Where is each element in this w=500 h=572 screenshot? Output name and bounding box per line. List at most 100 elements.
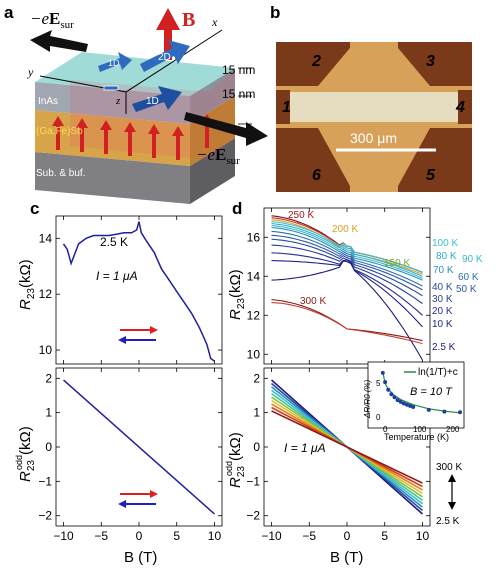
panel-d: d 250 K 200 K 150 K 300 K 100 K 80 K 90 … — [224, 199, 483, 566]
d-bot-ytick-label: −2 — [246, 509, 260, 523]
c-bot-xtick-label: 10 — [208, 529, 222, 543]
d-label-40K: 40 K — [432, 282, 453, 293]
inset-ylabel: ΔR/R0 (%) — [363, 379, 372, 419]
c-top-frame — [55, 215, 223, 365]
b-field-arrow — [156, 8, 180, 60]
d-bot-ytick-label: 1 — [253, 406, 260, 420]
c-bot-ytick-label: 2 — [45, 371, 52, 385]
c-top-sweep-arrows — [118, 326, 158, 344]
panel-b-label: b — [270, 3, 280, 22]
e-sur-arrow-right — [184, 112, 268, 146]
c-bot-ytick-label: 0 — [45, 440, 52, 454]
d-top-series-100K — [271, 221, 423, 273]
d-scale-bottom: 2.5 K — [436, 516, 460, 527]
inset-xtick-100: 100 — [413, 425, 427, 434]
c-xlabel: B (T) — [124, 549, 157, 566]
inset-xlabel: Temperature (K) — [384, 432, 449, 442]
d-bot-xtick-label: 10 — [416, 529, 430, 543]
inset-data-point — [458, 410, 462, 415]
inset-data-point — [404, 402, 409, 407]
d-top-series-50K — [271, 234, 423, 291]
panel-c: c 2.5 K I = 1 μA R23(kΩ) R23odd(kΩ) B (T… — [14, 199, 223, 566]
c-bot-xtick-label: −5 — [94, 529, 108, 543]
pad-3 — [398, 42, 472, 86]
c-top-ylabel: R23(kΩ) — [17, 259, 37, 310]
panel-b: b 1 2 3 4 5 6 300 μm — [270, 3, 472, 192]
d-top-series-40K — [271, 238, 423, 297]
d-top-ytick-label: 14 — [247, 269, 261, 283]
inset-legend: ln(1/T)+c — [418, 367, 458, 378]
b-field-label: B — [182, 9, 195, 31]
d-bot-xtick-label: −10 — [261, 529, 282, 543]
contact-6: 6 — [312, 167, 321, 184]
d-label-250K: 250 K — [288, 210, 314, 221]
d-label-150K: 150 K — [384, 258, 410, 269]
inset-data-point — [411, 405, 416, 410]
layer-sub-label: Sub. & buf. — [36, 168, 85, 179]
e-sur-arrow-left — [30, 30, 88, 52]
d-label-60K: 60 K — [458, 272, 479, 283]
contact-4: 4 — [455, 99, 465, 116]
inas-side — [190, 68, 235, 124]
c-bottom-sweep-arrows — [118, 490, 158, 508]
c-bot-ytick-label: −2 — [38, 509, 52, 523]
panel-d-label: d — [232, 199, 242, 218]
d-current-label: I = 1 μA — [284, 441, 326, 455]
d-label-200K: 200 K — [332, 224, 358, 235]
c-bot-ytick-label: 1 — [45, 406, 52, 420]
scale-bar-label: 300 μm — [350, 130, 397, 146]
d-inset: ΔR/R0 (%) Temperature (K) 5 0 0 100 200 … — [363, 361, 465, 442]
d-label-2.5K: 2.5 K — [432, 342, 456, 353]
substrate-front — [35, 152, 190, 204]
d-label-90K: 90 K — [462, 254, 483, 265]
pad-4 — [458, 90, 472, 124]
c-bottom-ylabel: R23odd(kΩ) — [14, 426, 37, 482]
inset-data-point — [392, 395, 397, 400]
c-current-label: I = 1 μA — [96, 269, 138, 283]
d-bot-ytick-label: 0 — [253, 440, 260, 454]
pad-1 — [276, 90, 290, 124]
d-label-80K: 80 K — [436, 251, 457, 262]
inset-xtick-200: 200 — [446, 425, 460, 434]
d-top-series-10K — [271, 260, 423, 328]
pad-2 — [276, 42, 350, 86]
d-label-70K: 70 K — [433, 265, 454, 276]
c-top-ytick-label: 14 — [39, 231, 53, 245]
x-axis — [125, 29, 223, 93]
magnetization-region — [70, 68, 235, 160]
d-top-series-300K-branch — [271, 302, 423, 345]
hall-bar — [290, 92, 458, 122]
d-top-ytick-label: 16 — [247, 230, 261, 244]
c-top-series-2.5K — [62, 221, 215, 362]
e-sur-label-left: −eEsur — [30, 9, 74, 31]
d-bot-ytick-label: −1 — [246, 474, 260, 488]
panel-a: a B x y z — [4, 3, 268, 204]
c-bot-xtick-label: 0 — [136, 529, 143, 543]
inset-field: B = 10 T — [410, 386, 453, 398]
d-label-100K: 100 K — [432, 238, 458, 249]
c-bottom-series-2.5K — [63, 379, 215, 515]
panel-a-label: a — [4, 3, 14, 22]
d-top-series-70K — [271, 226, 423, 281]
gafesb-side — [190, 96, 235, 166]
top-surface — [35, 52, 235, 96]
d-bottom-ylabel: R23odd(kΩ) — [224, 432, 247, 488]
inset-data-point — [408, 403, 413, 408]
d-label-30K: 30 K — [432, 294, 453, 305]
inset-fit-line — [382, 371, 461, 414]
d-top-ylabel: R23(kΩ) — [227, 269, 247, 320]
d-xlabel: B (T) — [330, 549, 363, 566]
d-scale-top: 300 K — [436, 462, 462, 473]
e-sur-label-right: −eEsur — [196, 145, 240, 167]
d-bot-ytick-label: 2 — [253, 371, 260, 385]
c-top-ytick-label: 12 — [39, 287, 53, 301]
thickness-bottom: 15 nm — [222, 87, 255, 101]
d-top-series-80K — [271, 223, 423, 277]
contact-1: 1 — [282, 99, 291, 116]
small-blue-marker — [103, 85, 119, 91]
thickness-top: 15 nm — [222, 63, 255, 77]
arrow-2d: 2D — [140, 40, 190, 72]
panel-c-label: c — [30, 199, 39, 218]
c-bot-xtick-label: −10 — [53, 529, 74, 543]
